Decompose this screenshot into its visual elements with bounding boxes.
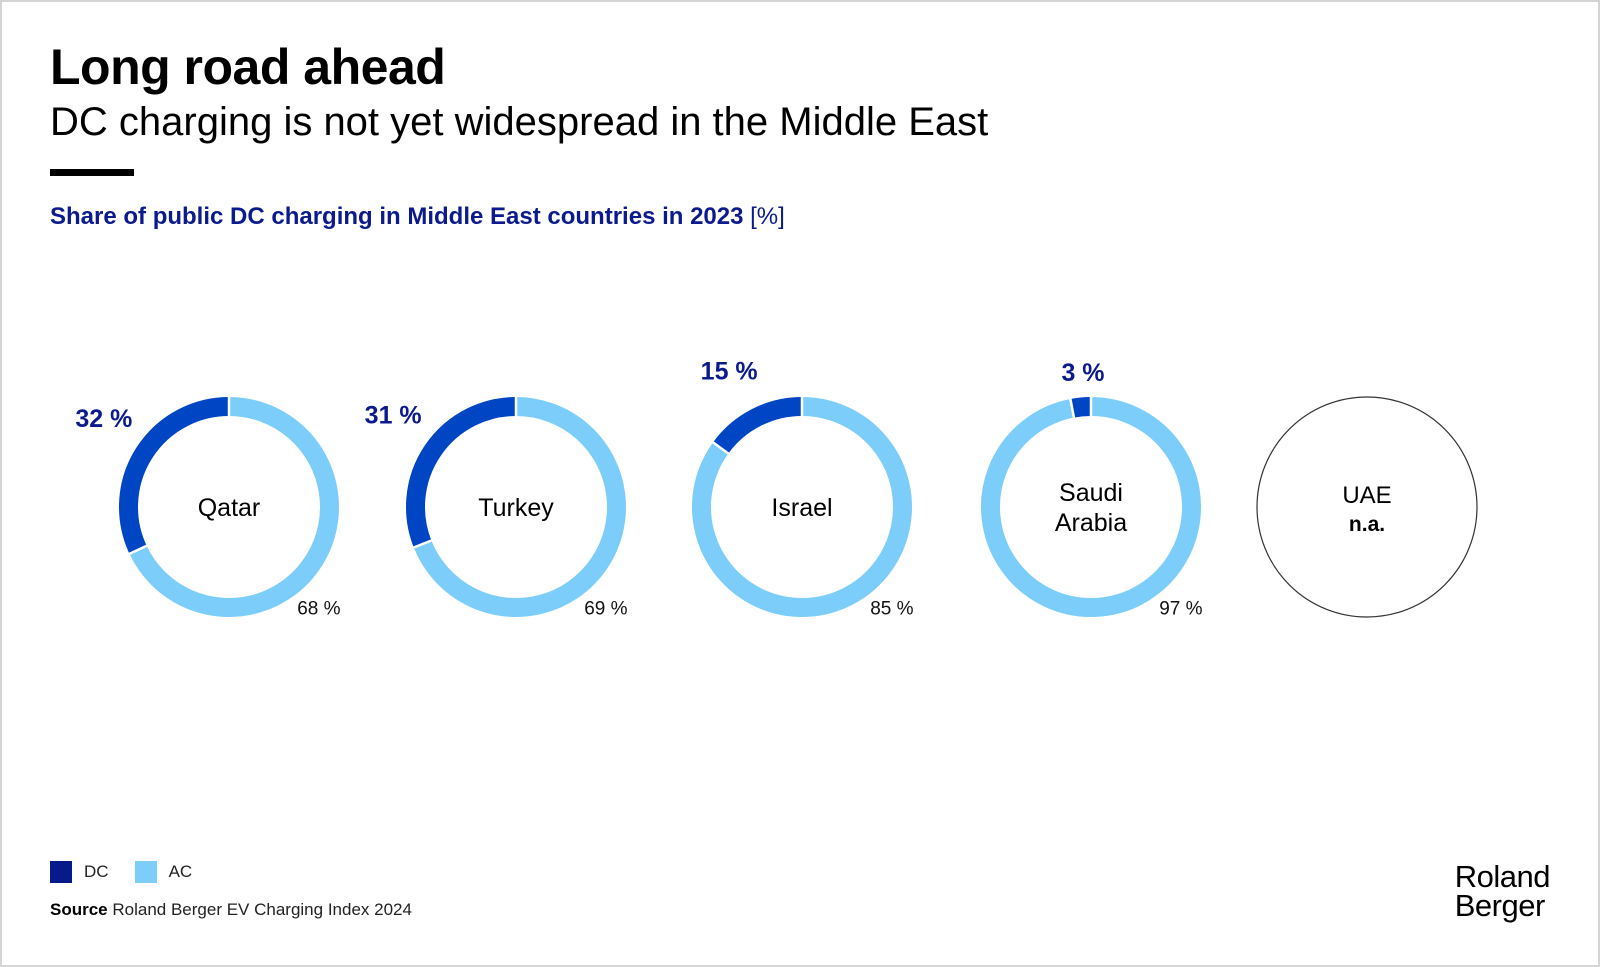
donut-ac-arc-saudi-arabia	[981, 397, 1201, 617]
logo-line-1: Roland	[1454, 859, 1551, 894]
logo-line-2: Berger	[1454, 888, 1546, 923]
donut-label-israel: Israel	[771, 494, 832, 522]
legend-item-dc: DC	[50, 861, 109, 883]
legend-item-ac: AC	[134, 861, 193, 883]
donut-dc-value-saudi-arabia: 3 %	[1061, 359, 1104, 387]
donut-separator-qatar-1	[128, 544, 149, 556]
page-subtitle: DC charging is not yet widespread in the…	[50, 100, 989, 144]
donut-dc-value-qatar: 32 %	[75, 405, 132, 433]
donut-ac-value-qatar: 68 %	[297, 598, 340, 619]
donut-label-saudi-arabia-line-1: Saudi	[1059, 479, 1123, 507]
source-label: Source	[50, 900, 108, 919]
donut-ac-arc-qatar	[129, 397, 339, 617]
chart-title-text: Share of public DC charging in Middle Ea…	[50, 203, 744, 230]
legend-label-dc: DC	[84, 862, 109, 881]
donut-separator-israel-1	[711, 440, 730, 456]
donut-dc-arc-turkey	[406, 397, 517, 548]
roland-berger-logo: Roland Berger	[1454, 859, 1551, 923]
donut-separator-saudi-arabia-1	[1068, 397, 1076, 419]
donut-label-uae: UAE	[1342, 482, 1391, 509]
source-note: Source Roland Berger EV Charging Index 2…	[50, 900, 412, 920]
chart-unit-label: [%]	[750, 203, 785, 230]
chart-title: Share of public DC charging in Middle Ea…	[50, 203, 785, 231]
donut-ac-value-israel: 85 %	[870, 598, 913, 619]
donut-na-uae: n.a.	[1349, 513, 1385, 536]
donut-ac-arc-turkey	[413, 397, 626, 617]
donut-ac-value-turkey: 69 %	[584, 598, 627, 619]
donut-dc-arc-saudi-arabia	[1070, 397, 1092, 418]
title-divider	[50, 169, 134, 176]
legend-swatch-ac	[134, 861, 157, 883]
donut-label-saudi-arabia-line-2: Arabia	[1055, 509, 1127, 537]
source-text: Roland Berger EV Charging Index 2024	[107, 900, 412, 919]
page-title: Long road ahead	[50, 39, 446, 95]
donut-ac-arc-israel	[692, 397, 912, 617]
donut-dc-arc-israel	[713, 397, 803, 454]
legend-swatch-dc	[50, 861, 72, 883]
donut-separator-turkey-1	[412, 538, 433, 550]
donut-label-qatar: Qatar	[198, 494, 261, 522]
legend-label-ac: AC	[168, 862, 193, 881]
donut-dc-value-turkey: 31 %	[365, 402, 422, 430]
donut-ac-value-saudi-arabia: 97 %	[1159, 598, 1202, 619]
donut-label-turkey: Turkey	[478, 494, 554, 522]
donut-empty-uae	[1256, 396, 1478, 618]
donut-dc-arc-qatar	[119, 397, 230, 554]
chart-legend: DC AC	[50, 861, 218, 883]
donut-dc-value-israel: 15 %	[701, 358, 758, 386]
